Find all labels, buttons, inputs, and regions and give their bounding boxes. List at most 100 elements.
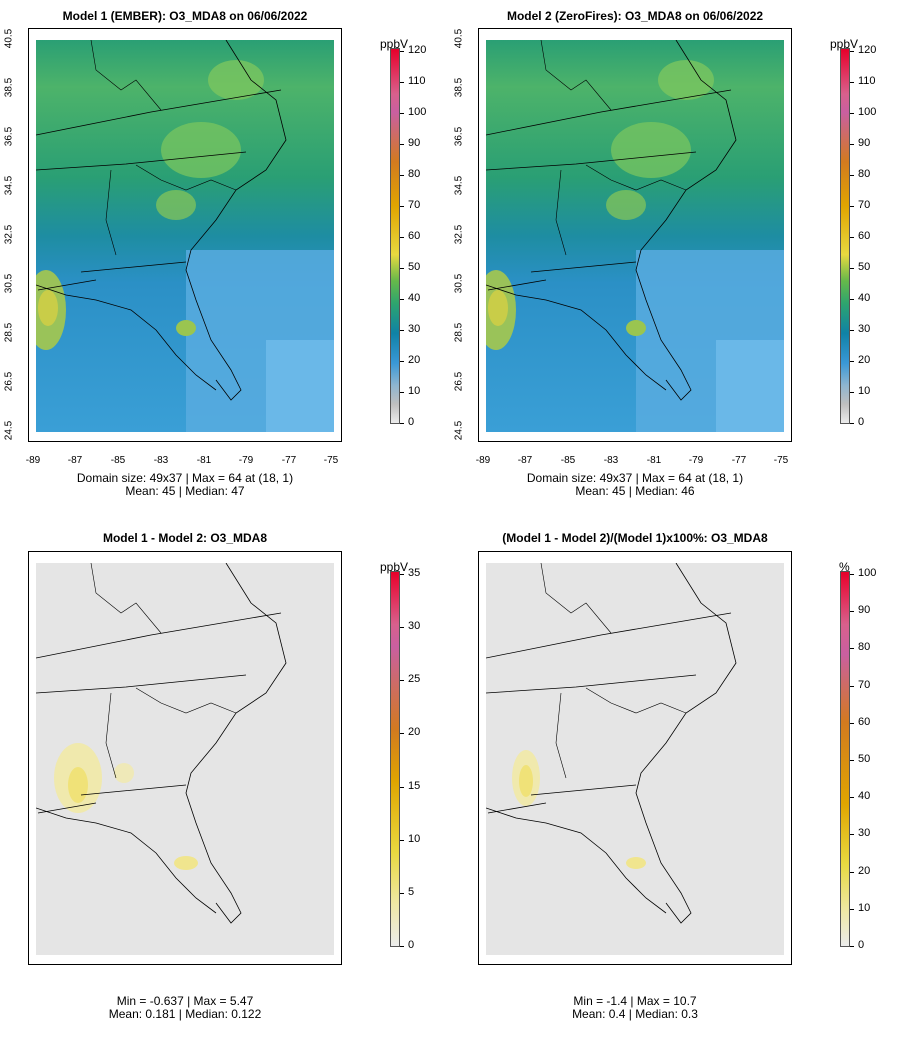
colorbar-tick-label: 0 [408, 939, 415, 951]
colorbar-tick-label: 30 [858, 827, 871, 840]
colorbar-tick-label: 100 [408, 106, 427, 118]
panel2-ytick: 28.5 [453, 322, 465, 343]
colorbar-tick-label: 100 [858, 567, 877, 579]
colorbar-tick-label: 80 [858, 168, 871, 180]
colorbar-tick-label: 50 [858, 261, 871, 273]
colorbar-tick-label: 30 [858, 323, 871, 335]
colorbar-tick-label: 40 [858, 790, 871, 803]
panel2-xtick: -83 [603, 455, 619, 466]
colorbar-tick-label: 70 [858, 678, 871, 691]
panel1-xtick: -85 [110, 455, 126, 466]
panel3-colorbar-unit: ppbV [380, 560, 409, 574]
panel2-xtick: -89 [475, 455, 491, 466]
colorbar-tick-mark [850, 392, 854, 393]
colorbar-tick-label: 10 [858, 901, 871, 914]
colorbar-tick-mark [400, 206, 404, 207]
panel3-colorbar [390, 571, 400, 947]
panel4-stats-line2: Mean: 0.4 | Median: 0.3 [572, 1007, 698, 1021]
colorbar-tick-mark [850, 871, 854, 873]
colorbar-tick-label: 110 [858, 75, 876, 87]
panel1-xtick: -89 [25, 455, 41, 466]
colorbar-tick-label: 100 [858, 106, 877, 118]
colorbar-tick-mark [850, 797, 854, 799]
colorbar-tick-label: 15 [408, 779, 421, 792]
colorbar-tick-mark [400, 361, 404, 362]
colorbar-tick-label: 60 [858, 230, 871, 242]
panel1-xtick: -81 [196, 455, 212, 466]
colorbar-tick-label: 50 [408, 261, 421, 273]
panel1-stats-line1: Domain size: 49x37 | Max = 64 at (18, 1) [76, 471, 294, 485]
colorbar-tick-label: 0 [408, 416, 415, 428]
panel2-xtick: -87 [517, 455, 533, 466]
colorbar-tick-label: 10 [858, 385, 871, 397]
colorbar-tick-mark [400, 946, 404, 947]
panel2-xtick: -77 [731, 455, 747, 466]
panel2-map [486, 40, 784, 432]
colorbar-tick-label: 50 [858, 753, 871, 765]
colorbar-tick-mark [850, 268, 854, 269]
panel1-ytick: 40.5 [3, 28, 15, 49]
colorbar-tick-label: 120 [408, 44, 427, 56]
colorbar-tick-label: 80 [858, 641, 871, 654]
panel1-ytick: 38.5 [3, 77, 15, 98]
colorbar-tick-mark [850, 144, 854, 145]
colorbar-tick-mark [850, 423, 854, 424]
colorbar-tick-label: 20 [858, 864, 871, 877]
colorbar-tick-mark [850, 946, 854, 947]
panel2-ytick: 30.5 [453, 273, 465, 294]
panel1-xtick: -87 [67, 455, 83, 466]
colorbar-tick-mark [400, 892, 404, 894]
panel2-ytick: 40.5 [453, 28, 465, 49]
colorbar-tick-mark [400, 82, 404, 83]
panel1-title: Model 1 (EMBER): O3_MDA8 on 06/06/2022 [62, 9, 308, 23]
colorbar-tick-mark [850, 330, 854, 331]
colorbar-tick-mark [850, 648, 854, 650]
colorbar-tick-label: 0 [858, 416, 865, 428]
panel2-ytick: 38.5 [453, 77, 465, 98]
panel1-xtick: -83 [153, 455, 169, 466]
colorbar-tick-label: 90 [408, 137, 421, 149]
panel1-ytick: 36.5 [3, 126, 15, 147]
colorbar-tick-mark [850, 113, 854, 114]
panel2-colorbar-unit: ppbV [830, 37, 859, 51]
colorbar-tick-label: 80 [408, 168, 421, 180]
colorbar-tick-label: 30 [408, 620, 421, 633]
colorbar-tick-label: 10 [408, 385, 421, 397]
colorbar-tick-mark [400, 786, 404, 788]
colorbar-tick-mark [400, 627, 404, 629]
panel1-xtick: -77 [281, 455, 297, 466]
panel4-colorbar [840, 571, 850, 947]
colorbar-tick-mark [400, 299, 404, 300]
panel2-xtick: -85 [560, 455, 576, 466]
colorbar-tick-mark [400, 175, 404, 176]
colorbar-tick-mark [850, 685, 854, 687]
colorbar-tick-label: 20 [408, 354, 421, 366]
panel3-stats-line2: Mean: 0.181 | Median: 0.122 [108, 1007, 262, 1021]
panel2-title: Model 2 (ZeroFires): O3_MDA8 on 06/06/20… [506, 9, 764, 23]
panel4-title: (Model 1 - Model 2)/(Model 1)x100%: O3_M… [502, 531, 768, 545]
colorbar-tick-mark [850, 361, 854, 362]
colorbar-tick-label: 120 [858, 44, 877, 56]
colorbar-tick-mark [850, 722, 854, 724]
panel2-xtick: -81 [646, 455, 662, 466]
panel1-colorbar-unit: ppbV [380, 37, 409, 51]
colorbar-tick-mark [850, 175, 854, 176]
colorbar-tick-mark [850, 611, 854, 613]
panel2-xtick: -79 [688, 455, 704, 466]
colorbar-tick-mark [400, 113, 404, 114]
panel1-stats-line2: Mean: 45 | Median: 47 [125, 484, 245, 498]
panel2-ytick: 32.5 [453, 224, 465, 245]
colorbar-tick-label: 0 [858, 939, 865, 951]
panel1-xtick: -75 [323, 455, 339, 466]
colorbar-tick-mark [400, 839, 404, 841]
colorbar-tick-label: 110 [408, 75, 426, 87]
panel1-ytick: 26.5 [3, 371, 15, 392]
colorbar-tick-mark [850, 760, 854, 761]
panel3-title: Model 1 - Model 2: O3_MDA8 [102, 531, 268, 545]
colorbar-tick-mark [850, 574, 854, 575]
colorbar-tick-mark [400, 144, 404, 145]
colorbar-tick-label: 40 [858, 292, 871, 304]
colorbar-tick-mark [400, 680, 404, 682]
panel3-map [36, 563, 334, 955]
colorbar-tick-label: 25 [408, 673, 421, 686]
